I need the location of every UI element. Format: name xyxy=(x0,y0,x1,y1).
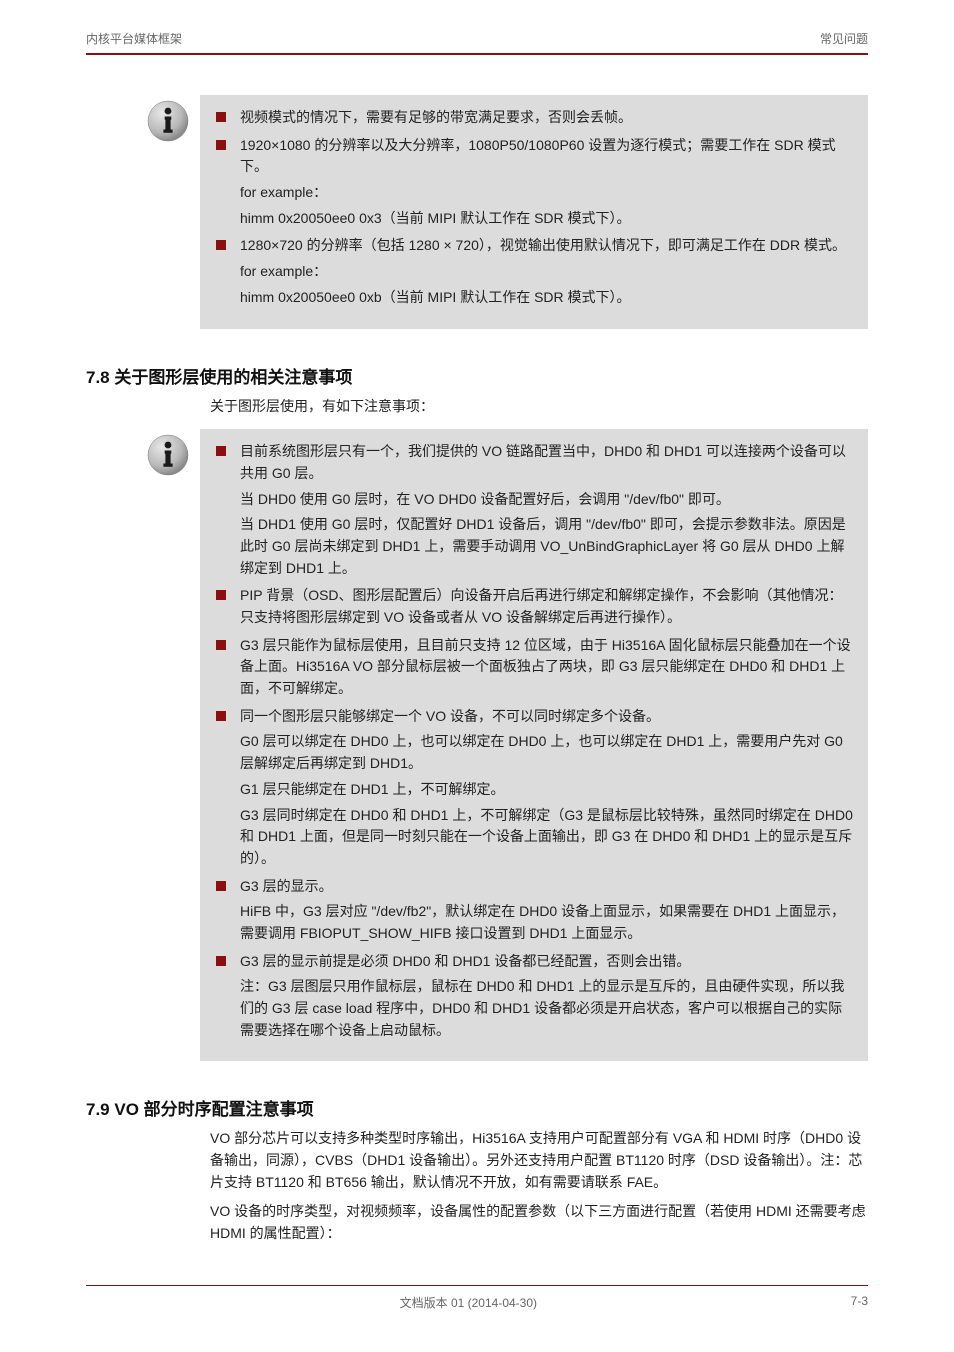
list-item-subtext: G1 层只能绑定在 DHD1 上，不可解绑定。 xyxy=(240,779,854,801)
list-item-text: PIP 背景（OSD、图形层配置后）向设备开启后再进行绑定和解绑定操作，不会影响… xyxy=(240,587,843,625)
vo-sync-para-2: VO 设备的时序类型，对视频频率，设备属性的配置参数（以下三方面进行配置（若使用… xyxy=(210,1201,868,1244)
list-item: 1920×1080 的分辨率以及大分辨率，1080P50/1080P60 设置为… xyxy=(214,135,854,230)
list-item: 视频模式的情况下，需要有足够的带宽满足要求，否则会丢帧。 xyxy=(214,107,854,129)
list-item-text: G3 层的显示。 xyxy=(240,878,333,894)
list-item-text: 1280×720 的分辨率（包括 1280 × 720），视觉输出使用默认情况下… xyxy=(240,237,846,253)
info-box-1-body: 视频模式的情况下，需要有足够的带宽满足要求，否则会丢帧。 1920×1080 的… xyxy=(200,95,868,329)
list-item-text: 视频模式的情况下，需要有足够的带宽满足要求，否则会丢帧。 xyxy=(240,109,632,125)
list-item: 1280×720 的分辨率（包括 1280 × 720），视觉输出使用默认情况下… xyxy=(214,235,854,308)
list-item-subtext: himm 0x20050ee0 0xb（当前 MIPI 默认工作在 SDR 模式… xyxy=(240,287,854,309)
list-item-subtext: 当 DHD0 使用 G0 层时，在 VO DHD0 设备配置好后，会调用 "/d… xyxy=(240,489,854,511)
header-left: 内核平台媒体框架 xyxy=(86,30,182,47)
top-rule xyxy=(86,53,868,55)
vo-sync-para-1: VO 部分芯片可以支持多种类型时序输出，Hi3516A 支持用户可配置部分有 V… xyxy=(210,1128,868,1193)
section-heading-graphics: 7.8 关于图形层使用的相关注意事项 xyxy=(86,363,868,388)
section-heading-vo-sync: 7.9 VO 部分时序配置注意事项 xyxy=(86,1095,868,1120)
list-item-text: G3 层的显示前提是必须 DHD0 和 DHD1 设备都已经配置，否则会出错。 xyxy=(240,953,690,969)
info-box-2: 目前系统图形层只有一个，我们提供的 VO 链路配置当中，DHD0 和 DHD1 … xyxy=(146,429,868,1061)
footer-center: 文档版本 01 (2014-04-30) xyxy=(400,1294,537,1311)
list-item-text: 同一个图形层只能够绑定一个 VO 设备，不可以同时绑定多个设备。 xyxy=(240,708,660,724)
list-item: 同一个图形层只能够绑定一个 VO 设备，不可以同时绑定多个设备。 G0 层可以绑… xyxy=(214,706,854,870)
info-icon xyxy=(146,429,200,1061)
list-item-subtext: himm 0x20050ee0 0x3（当前 MIPI 默认工作在 SDR 模式… xyxy=(240,208,854,230)
list-item-subtext: for example： xyxy=(240,261,854,283)
info-box-2-body: 目前系统图形层只有一个，我们提供的 VO 链路配置当中，DHD0 和 DHD1 … xyxy=(200,429,868,1061)
list-item-subtext: 当 DHD1 使用 G0 层时，仅配置好 DHD1 设备后，调用 "/dev/f… xyxy=(240,514,854,579)
list-item-subtext: G3 层同时绑定在 DHD0 和 DHD1 上，不可解绑定（G3 是鼠标层比较特… xyxy=(240,805,854,870)
list-item-subtext: G0 层可以绑定在 DHD0 上，也可以绑定在 DHD0 上，也可以绑定在 DH… xyxy=(240,731,854,774)
list-item-text: G3 层只能作为鼠标层使用，且目前只支持 12 位区域，由于 Hi3516A 固… xyxy=(240,637,851,696)
list-item: G3 层的显示。 HiFB 中，G3 层对应 "/dev/fb2"，默认绑定在 … xyxy=(214,876,854,945)
list-item: PIP 背景（OSD、图形层配置后）向设备开启后再进行绑定和解绑定操作，不会影响… xyxy=(214,585,854,628)
list-item-subtext: HiFB 中，G3 层对应 "/dev/fb2"，默认绑定在 DHD0 设备上面… xyxy=(240,901,854,944)
info-box-1: 视频模式的情况下，需要有足够的带宽满足要求，否则会丢帧。 1920×1080 的… xyxy=(146,95,868,329)
list-item: G3 层只能作为鼠标层使用，且目前只支持 12 位区域，由于 Hi3516A 固… xyxy=(214,635,854,700)
list-item-text: 目前系统图形层只有一个，我们提供的 VO 链路配置当中，DHD0 和 DHD1 … xyxy=(240,443,846,481)
list-item-text: 1920×1080 的分辨率以及大分辨率，1080P50/1080P60 设置为… xyxy=(240,137,836,175)
info-icon xyxy=(146,95,200,329)
list-item-subtext: for example： xyxy=(240,182,854,204)
section-intro-graphics: 关于图形层使用，有如下注意事项： xyxy=(210,396,868,418)
bottom-rule xyxy=(86,1285,868,1287)
list-item: 目前系统图形层只有一个，我们提供的 VO 链路配置当中，DHD0 和 DHD1 … xyxy=(214,441,854,579)
footer-right: 7-3 xyxy=(851,1294,868,1311)
list-item: G3 层的显示前提是必须 DHD0 和 DHD1 设备都已经配置，否则会出错。 … xyxy=(214,951,854,1042)
list-item-subtext: 注：G3 层图层只用作鼠标层，鼠标在 DHD0 和 DHD1 上的显示是互斥的，… xyxy=(240,976,854,1041)
header-right: 常见问题 xyxy=(820,30,868,47)
